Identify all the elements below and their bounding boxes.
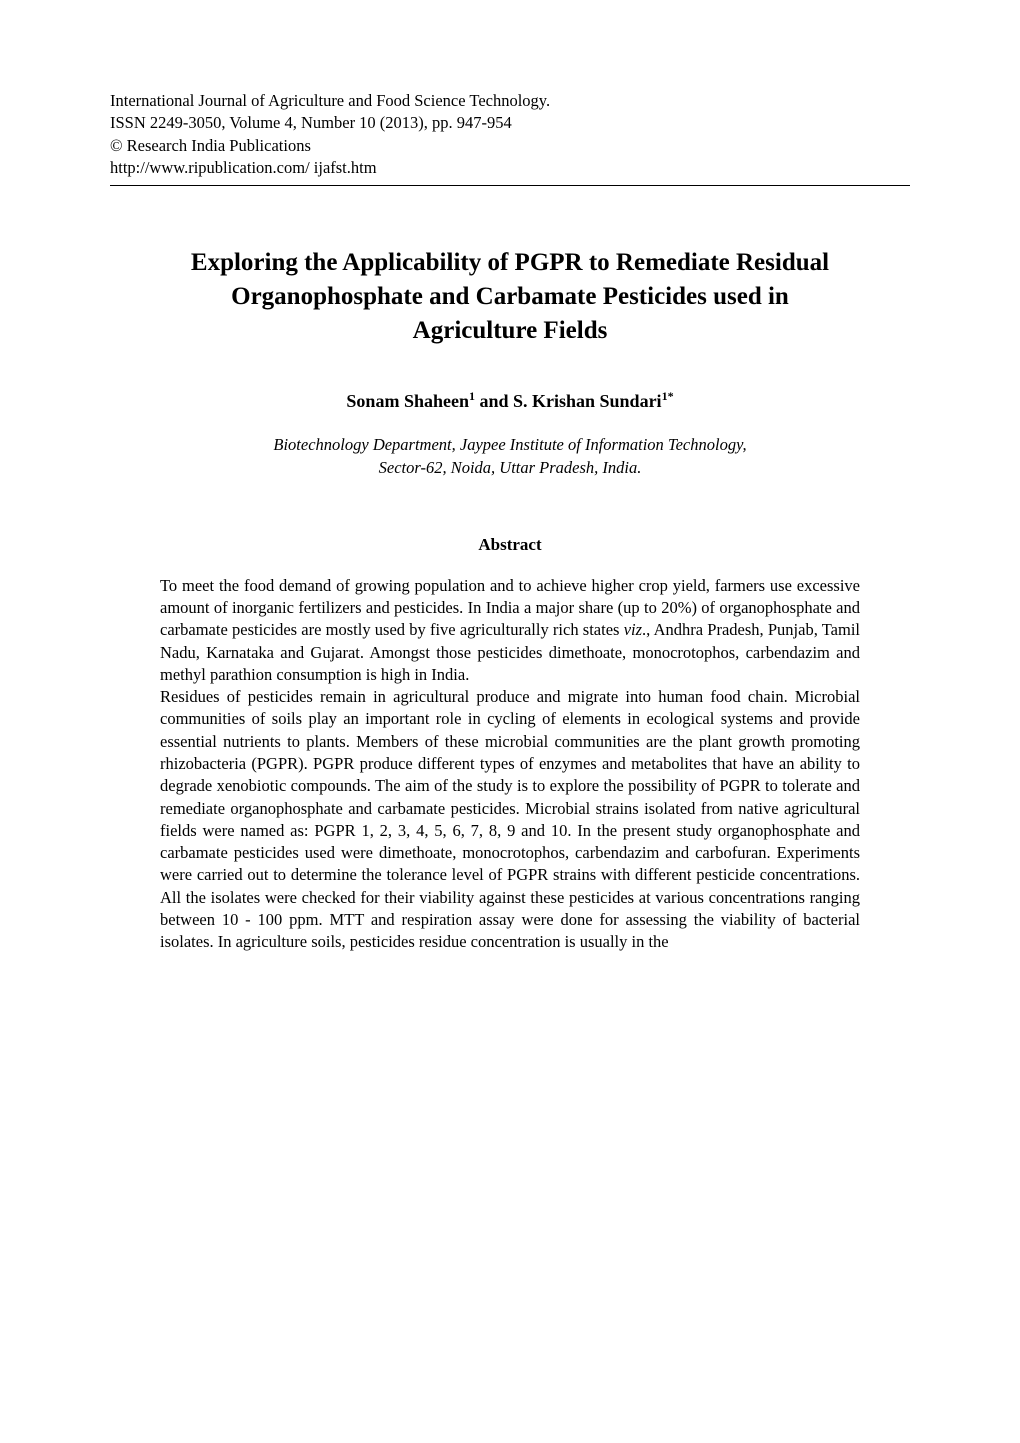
abstract-body: To meet the food demand of growing popul… [110,575,910,954]
paper-title: Exploring the Applicability of PGPR to R… [110,246,910,347]
authors-and: and [475,391,513,411]
journal-publisher: © Research India Publications [110,135,910,157]
affiliation: Biotechnology Department, Jaypee Institu… [110,434,910,479]
journal-issn: ISSN 2249-3050, Volume 4, Number 10 (201… [110,112,910,134]
authors-line: Sonam Shaheen1 and S. Krishan Sundari1* [110,389,910,412]
title-line-1: Exploring the Applicability of PGPR to R… [191,249,829,276]
journal-header: International Journal of Agriculture and… [110,90,910,179]
abstract-p1-viz: viz [624,620,642,639]
abstract-paragraph-2: Residues of pesticides remain in agricul… [160,686,860,953]
journal-name: International Journal of Agriculture and… [110,90,910,112]
abstract-paragraph-1: To meet the food demand of growing popul… [160,575,860,686]
author-1: Sonam Shaheen [346,391,469,411]
author-2: S. Krishan Sundari [513,391,662,411]
journal-url: http://www.ripublication.com/ ijafst.htm [110,157,910,179]
title-line-2: Organophosphate and Carbamate Pesticides… [231,283,789,310]
author-2-sup: 1* [662,389,674,403]
affiliation-line-2: Sector-62, Noida, Uttar Pradesh, India. [379,458,642,477]
header-divider [110,185,910,186]
abstract-heading: Abstract [110,535,910,555]
title-line-3: Agriculture Fields [413,317,608,344]
affiliation-line-1: Biotechnology Department, Jaypee Institu… [273,435,746,454]
